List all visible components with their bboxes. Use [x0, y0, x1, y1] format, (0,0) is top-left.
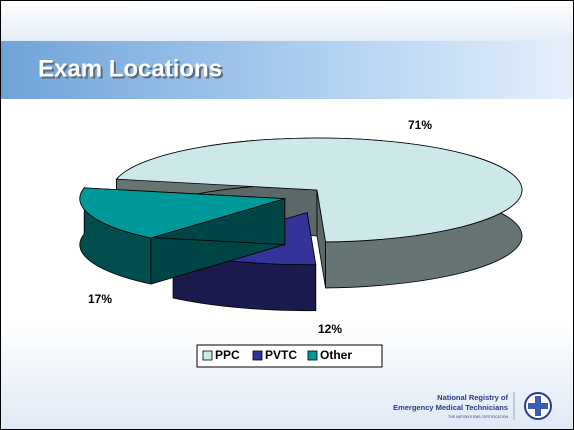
- legend-swatch: [307, 350, 318, 361]
- logo: National Registry of Emergency Medical T…: [393, 392, 552, 420]
- logo-line1: National Registry of: [437, 393, 508, 402]
- logo-star: [528, 396, 548, 416]
- data-label: 17%: [88, 292, 112, 306]
- title-shadow: Exam Locations: [40, 57, 224, 84]
- legend-swatch: [202, 350, 213, 361]
- data-label: 71%: [408, 118, 432, 132]
- legend-box: [196, 344, 383, 368]
- title: Exam Locations: [38, 55, 222, 82]
- legend-label: PVTC: [265, 348, 297, 362]
- slice: [79, 186, 286, 285]
- legend: PPC PVTC Other: [196, 344, 383, 368]
- slice-top: [79, 187, 285, 239]
- slice-top: [115, 137, 523, 243]
- legend-label: Other: [320, 348, 352, 362]
- legend-label: PPC: [215, 348, 240, 362]
- title-bar: [1, 41, 573, 99]
- top-band: [1, 1, 573, 41]
- logo-tagline: THE NATION'S EMS CERTIFICATION: [448, 415, 508, 419]
- legend-swatch: [252, 350, 263, 361]
- pie: 71% 12% 17%: [79, 118, 523, 336]
- logo-line2: Emergency Medical Technicians: [393, 403, 508, 412]
- title-rule: [1, 99, 573, 101]
- data-label: 12%: [318, 322, 342, 336]
